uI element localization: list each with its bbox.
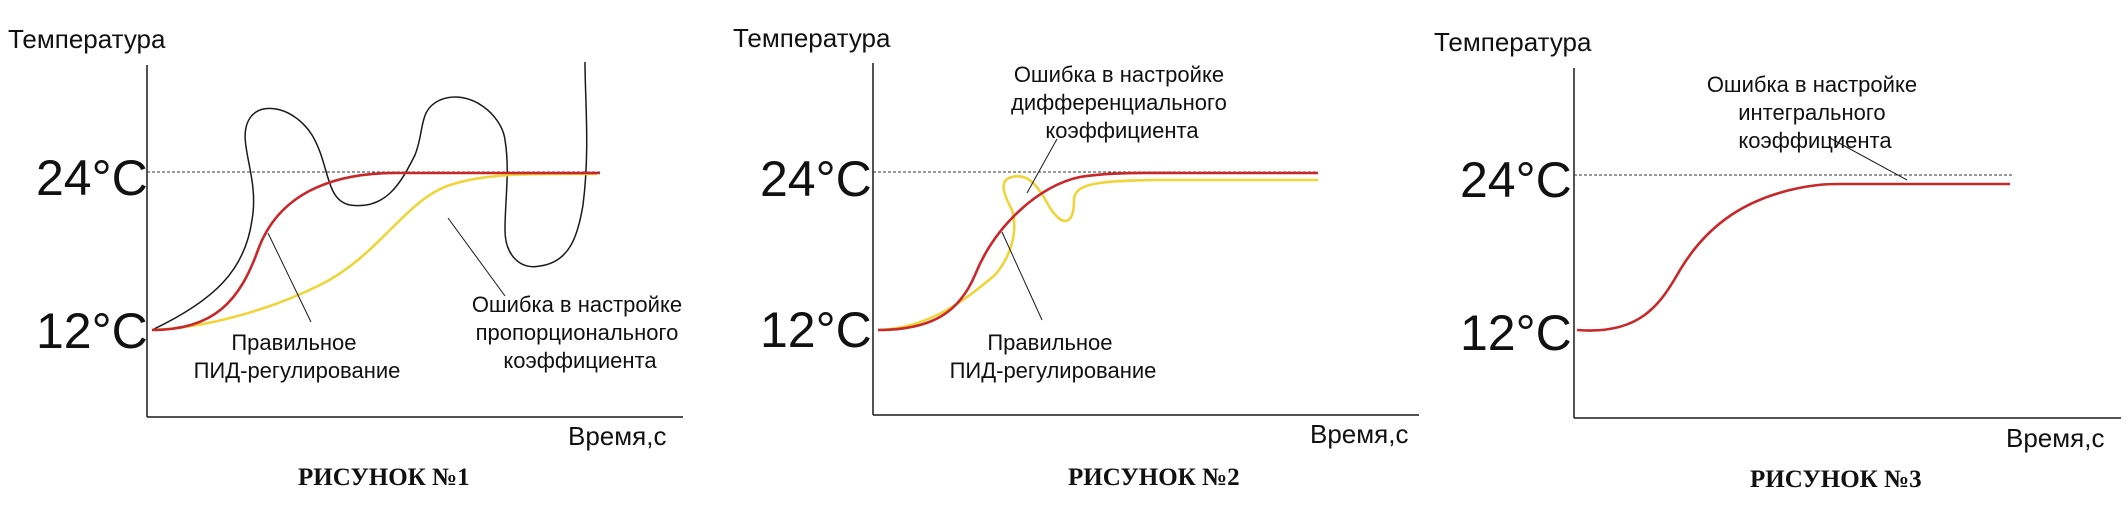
figure-1-y-axis-label: Температура [8, 24, 166, 54]
figure-2-tick-24: 24°C [760, 151, 872, 207]
figure-3-integral-error-curve [1576, 182, 2010, 332]
figure-2-error-label: Ошибка в настройке дифференциального коэ… [1011, 62, 1233, 143]
figure-1-oscillation-curve [151, 61, 588, 331]
figure-2-correct-label: Правильное ПИД-регулирование [950, 330, 1157, 383]
figure-2-tick-12: 12°C [760, 302, 872, 358]
figure-2-derivative-error-curve [877, 174, 1318, 332]
figure-1-x-axis-label: Время,с [568, 421, 666, 451]
figure-1-tick-24: 24°C [36, 150, 148, 206]
figure-2-y-axis-label: Температура [733, 23, 891, 53]
figure-3-error-leader [1827, 136, 1908, 181]
figure-1-correct-label: Правильное ПИД-регулирование [194, 330, 401, 383]
figure-1-error-leader [447, 217, 506, 297]
figure-2-caption: РИСУНОК №2 [1068, 464, 1240, 491]
figure-3-error-label: Ошибка в настройке интегрального коэффиц… [1707, 72, 1923, 153]
figure-2-error-leader [1026, 138, 1058, 194]
figure-3-caption: РИСУНОК №3 [1750, 466, 1922, 493]
figure-1-proportional-error-curve [151, 172, 598, 332]
figure-3-tick-12: 12°C [1460, 305, 1572, 361]
figure-1: Температура 24°C 12°C Правильное ПИД-рег… [8, 24, 688, 491]
figure-3: Температура 24°C 12°C Ошибка в настройке… [1434, 27, 2121, 493]
figure-1-caption: РИСУНОК №1 [298, 464, 470, 491]
figure-2-x-axis-label: Время,с [1310, 419, 1408, 449]
figure-2-correct-leader [1001, 231, 1043, 321]
figure-1-error-label: Ошибка в настройке пропорционального коэ… [472, 292, 688, 373]
figure-2: Температура 24°C 12°C Ошибка в настройке… [733, 23, 1419, 491]
figure-1-correct-pid-curve [151, 171, 600, 332]
figure-2-correct-pid-curve [877, 171, 1318, 332]
figure-1-tick-12: 12°C [36, 303, 148, 359]
figure-3-tick-24: 24°C [1460, 152, 1572, 208]
figure-3-y-axis-label: Температура [1434, 27, 1592, 57]
figure-1-correct-leader [267, 232, 312, 323]
figure-3-x-axis-label: Время,с [2006, 423, 2104, 453]
